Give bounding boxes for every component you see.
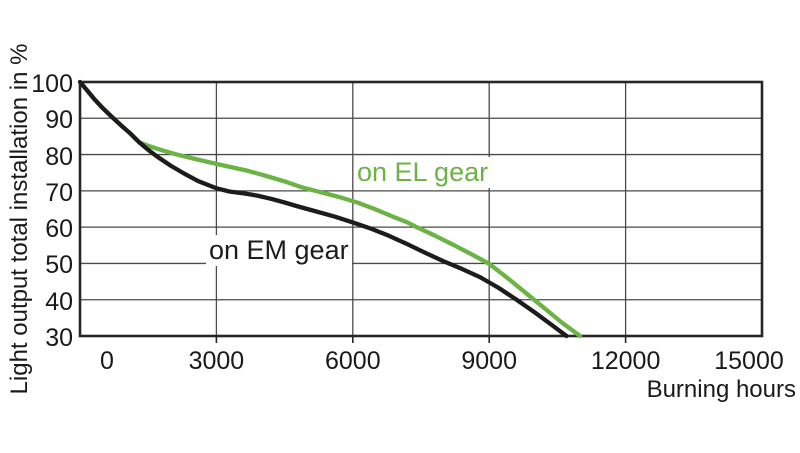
- x-tick-label: 12000: [590, 347, 661, 375]
- y-tick-label: 30: [45, 324, 73, 352]
- x-tick-label: 3000: [188, 347, 245, 375]
- el-gear-series-label: on EL gear: [354, 157, 492, 188]
- el-gear-curve: [77, 79, 583, 339]
- x-tick-label: 0: [100, 347, 114, 375]
- plot-border: [78, 80, 764, 338]
- y-tick-label: 70: [45, 178, 73, 207]
- x-axis-title: Burning hours: [646, 376, 796, 403]
- x-tick-label: 15000: [714, 347, 784, 375]
- y-tick-label: 50: [45, 251, 73, 280]
- y-tick-label: 40: [45, 287, 73, 316]
- y-tick-label: 60: [45, 215, 73, 244]
- y-tick-label: 80: [45, 142, 73, 171]
- x-tick-label: 9000: [461, 347, 517, 375]
- em-gear-curve: [77, 79, 569, 339]
- x-tick-label: 6000: [324, 347, 381, 375]
- y-tick-label: 90: [45, 106, 73, 135]
- em-gear-series-label: on EM gear: [206, 235, 352, 266]
- y-tick-label: 100: [31, 70, 73, 98]
